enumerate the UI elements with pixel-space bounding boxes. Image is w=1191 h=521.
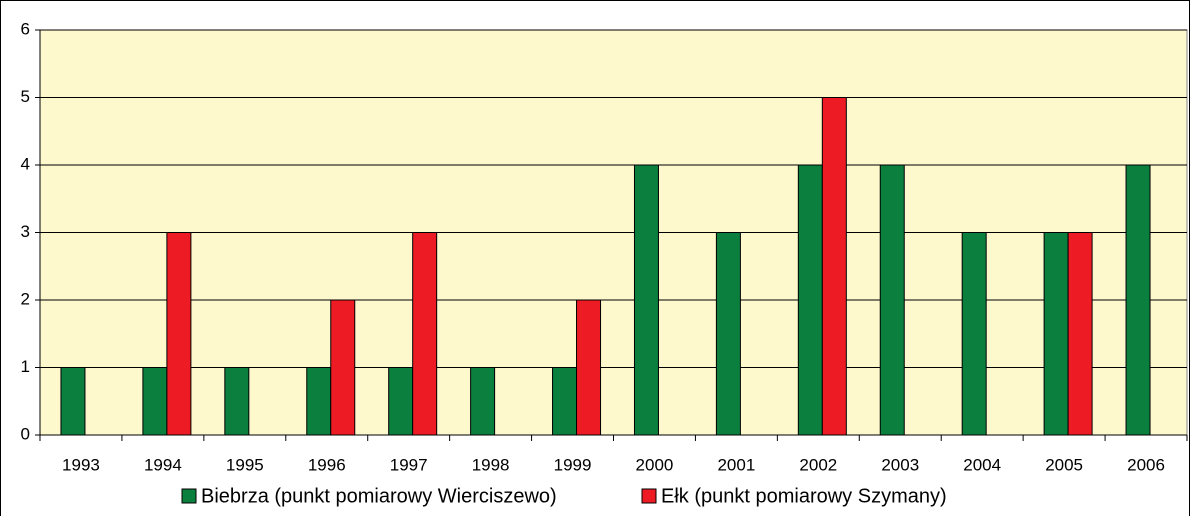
bar bbox=[1067, 232, 1093, 436]
y-tick-label: 3 bbox=[21, 222, 30, 241]
bar bbox=[142, 367, 168, 436]
bar bbox=[1043, 232, 1069, 436]
legend-swatch bbox=[181, 488, 197, 504]
y-tick-label: 4 bbox=[21, 154, 30, 173]
x-tick-label: 2005 bbox=[1045, 455, 1083, 474]
legend-swatch bbox=[641, 488, 657, 504]
bar bbox=[879, 164, 905, 436]
bar bbox=[224, 367, 250, 436]
x-tick-label: 2002 bbox=[799, 455, 837, 474]
bar bbox=[412, 232, 438, 436]
x-tick-label: 1993 bbox=[62, 455, 100, 474]
x-tick-label: 2006 bbox=[1127, 455, 1165, 474]
x-tick-label: 2001 bbox=[717, 455, 755, 474]
bar bbox=[961, 232, 987, 436]
bar bbox=[388, 367, 414, 436]
x-tick-label: 2003 bbox=[881, 455, 919, 474]
bar bbox=[166, 232, 192, 436]
y-tick-label: 1 bbox=[21, 357, 30, 376]
x-tick-label: 1997 bbox=[390, 455, 428, 474]
y-tick-label: 2 bbox=[21, 289, 30, 308]
x-tick-label: 1999 bbox=[554, 455, 592, 474]
y-tick-label: 6 bbox=[21, 19, 30, 38]
bar bbox=[60, 367, 86, 436]
x-tick-label: 1998 bbox=[472, 455, 510, 474]
bar bbox=[470, 367, 496, 436]
bar bbox=[633, 164, 659, 436]
bar bbox=[306, 367, 332, 436]
legend-label: Biebrza (punkt pomiarowy Wierciszewo) bbox=[201, 485, 557, 507]
bar bbox=[1125, 164, 1151, 436]
bar bbox=[330, 299, 356, 436]
bar bbox=[552, 367, 578, 436]
bar bbox=[576, 299, 602, 436]
x-tick-label: 1995 bbox=[226, 455, 264, 474]
x-tick-label: 1994 bbox=[144, 455, 182, 474]
bar bbox=[797, 164, 823, 436]
x-tick-label: 1996 bbox=[308, 455, 346, 474]
y-tick-label: 5 bbox=[21, 87, 30, 106]
bar bbox=[715, 232, 741, 436]
x-tick-label: 2000 bbox=[636, 455, 674, 474]
x-tick-label: 2004 bbox=[963, 455, 1001, 474]
bar bbox=[821, 97, 847, 436]
y-tick-label: 0 bbox=[21, 424, 30, 443]
legend-label: Ełk (punkt pomiarowy Szymany) bbox=[661, 485, 947, 507]
